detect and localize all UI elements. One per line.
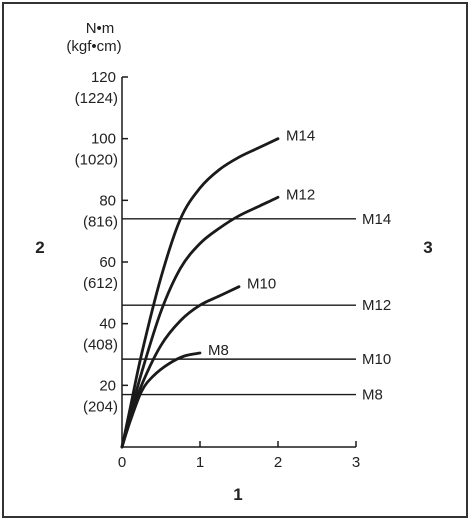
x-tick-label: 1: [196, 454, 204, 471]
curve-m14: [120, 137, 280, 449]
y-tick-label-secondary: (204): [83, 398, 118, 415]
y-tick-label: 60: [99, 254, 116, 271]
y-tick-label: 20: [99, 377, 116, 394]
curve-label: M14: [286, 128, 315, 145]
y-tick-label-secondary: (816): [83, 213, 118, 230]
curve-label: M8: [208, 342, 229, 359]
curve-m12: [120, 195, 280, 449]
y-tick-label: 100: [91, 131, 116, 148]
x-tick-label: 0: [118, 454, 126, 471]
reference-line-label: M12: [362, 297, 391, 314]
right-callout: 3: [423, 238, 432, 257]
y-tick-label-secondary: (612): [83, 275, 118, 292]
y-tick-label: 120: [91, 69, 116, 86]
reference-line-label: M10: [362, 351, 391, 368]
y-unit-secondary-label: (kgf•cm): [66, 38, 121, 55]
y-tick-label-secondary: (1020): [75, 152, 118, 169]
reference-line-label: M8: [362, 387, 383, 404]
y-tick-label-secondary: (1224): [75, 90, 118, 107]
curve-label: M12: [286, 186, 315, 203]
y-axis-callout: 2: [35, 238, 44, 257]
y-tick-label: 40: [99, 316, 116, 333]
plot-area: 20(204)40(408)60(612)80(816)100(1020)120…: [75, 69, 392, 471]
curve-label: M10: [247, 276, 276, 293]
x-tick-label: 3: [352, 454, 360, 471]
y-tick-label-secondary: (408): [83, 337, 118, 354]
y-tick-label: 80: [99, 192, 116, 209]
reference-line-label: M14: [362, 211, 391, 228]
x-axis-callout: 1: [233, 485, 242, 504]
curve-m8: [120, 351, 202, 449]
y-unit-label: N•m: [86, 20, 115, 37]
x-tick-label: 2: [274, 454, 282, 471]
